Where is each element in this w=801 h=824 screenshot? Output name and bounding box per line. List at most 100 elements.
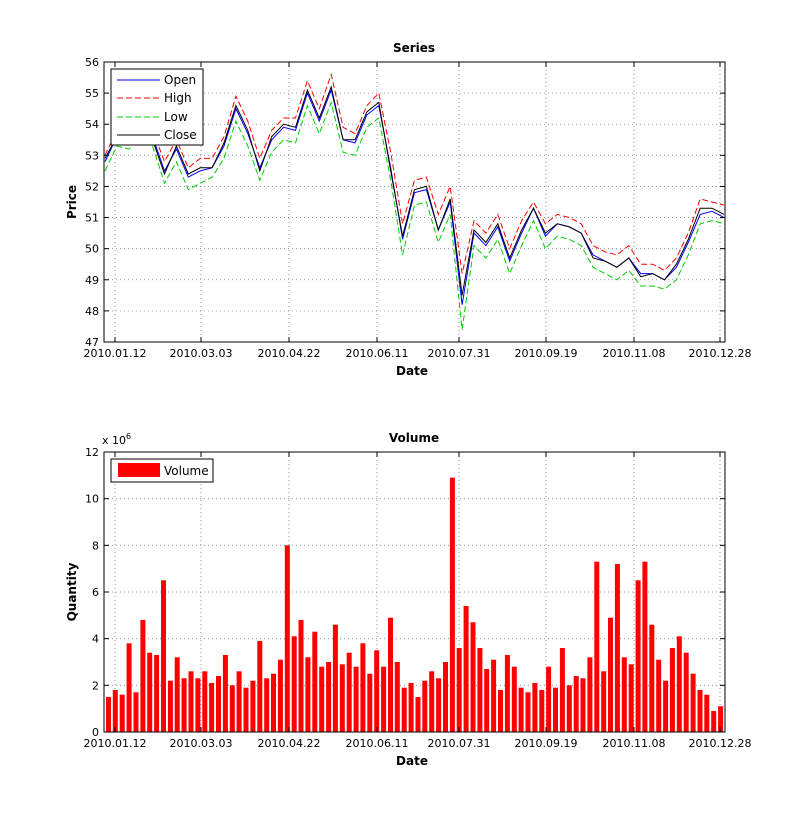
volume-bar [608, 617, 613, 732]
series-grid [104, 62, 725, 342]
x-tick-label: 2010.12.28 [689, 347, 752, 360]
volume-bar [367, 673, 373, 732]
volume-title: Volume [389, 431, 439, 445]
volume-bar [284, 545, 290, 732]
volume-bar [243, 687, 249, 732]
volume-bar [580, 678, 586, 732]
volume-bar [119, 694, 125, 732]
volume-scale-base: x 10 [102, 434, 126, 447]
legend-close-label: Close [164, 128, 197, 142]
x-tick-label: 2010.12.28 [689, 737, 752, 750]
volume-bar [491, 659, 497, 732]
x-tick-label: 2010.03.03 [170, 347, 233, 360]
volume-bar [690, 673, 696, 732]
x-tick-label: 2010.01.12 [84, 347, 147, 360]
legend-high-label: High [164, 91, 192, 105]
volume-bar [573, 676, 579, 732]
series-legend-box [110, 68, 204, 146]
y-tick-label: 56 [85, 56, 99, 69]
volume-bar [566, 685, 572, 732]
volume-bar [669, 648, 675, 732]
volume-bar [649, 624, 655, 732]
volume-bar [250, 680, 256, 732]
x-tick-label: 2010.07.31 [428, 737, 491, 750]
volume-bar [188, 671, 194, 732]
x-tick-label: 2010.06.11 [346, 737, 409, 750]
series-title: Series [393, 41, 435, 55]
volume-bar [401, 687, 407, 732]
volume-bar [140, 620, 146, 732]
volume-bar [388, 617, 393, 732]
volume-bar [305, 657, 311, 732]
volume-bar [594, 561, 600, 732]
volume-bar [718, 706, 724, 732]
volume-bar [628, 664, 634, 732]
volume-bar [106, 697, 111, 732]
y-tick-label: 49 [85, 274, 99, 287]
series-plot-area [104, 62, 725, 342]
volume-scale-factor: x 106 [102, 432, 131, 447]
volume-bar [408, 683, 414, 732]
y-tick-label: 55 [85, 87, 99, 100]
volume-bar [147, 652, 153, 732]
volume-bar [154, 655, 160, 732]
series-axes-box [103, 61, 726, 343]
legend-low-label: Low [164, 110, 188, 124]
volume-bar [216, 676, 221, 732]
y-tick-label: 8 [92, 539, 99, 552]
volume-plot: 0 2 4 6 8 10 12 2010.01.12 2010.03.03 2010.04.22… [65, 431, 751, 768]
volume-bar [614, 564, 620, 732]
y-tick-label: 48 [85, 305, 99, 318]
volume-bar [463, 606, 469, 732]
volume-bar [642, 561, 648, 732]
x-tick-label: 2010.07.31 [428, 347, 491, 360]
volume-bar [181, 678, 187, 732]
volume-bar [477, 648, 483, 732]
volume-bar [229, 685, 235, 732]
volume-bar [663, 680, 669, 732]
legend-volume-swatch [118, 463, 160, 477]
y-tick-label: 52 [85, 180, 99, 193]
y-tick-label: 50 [85, 243, 99, 256]
volume-bars [106, 477, 724, 732]
y-tick-label: 12 [85, 446, 99, 459]
volume-bar [312, 631, 318, 732]
x-tick-label: 2010.06.11 [346, 347, 409, 360]
volume-bar [222, 655, 228, 732]
volume-bar [511, 666, 517, 732]
y-tick-label: 10 [85, 493, 99, 506]
volume-y-ticks: 0 2 4 6 8 10 12 [85, 446, 725, 739]
legend-open-label: Open [164, 73, 196, 87]
volume-bar [319, 666, 325, 732]
volume-bar [112, 690, 118, 732]
volume-bar [546, 666, 552, 732]
volume-bar [532, 683, 538, 732]
y-tick-label: 54 [85, 118, 99, 131]
volume-bar [498, 690, 503, 732]
volume-bar [504, 655, 510, 732]
volume-bar [202, 671, 208, 732]
volume-bar [553, 687, 558, 732]
series-legend: Open High Low Close [110, 68, 204, 146]
x-tick-label: 2010.11.08 [603, 347, 666, 360]
volume-bar [711, 711, 717, 732]
y-tick-label: 6 [92, 586, 99, 599]
legend-volume-label: Volume [164, 464, 209, 478]
volume-bar [635, 580, 641, 732]
series-plot: 47 48 49 50 51 52 53 54 55 56 2010.01.12 2010.03.0… [65, 41, 751, 378]
volume-bar [277, 659, 283, 732]
volume-bar [621, 657, 627, 732]
volume-bar [704, 694, 710, 732]
volume-bar [436, 678, 442, 732]
volume-bar [518, 687, 524, 732]
volume-bar [559, 648, 565, 732]
volume-bar [656, 659, 662, 732]
volume-bar [449, 477, 455, 732]
volume-bar [195, 678, 201, 732]
volume-legend: Volume [110, 458, 214, 483]
volume-bar [346, 652, 352, 732]
close-line [104, 85, 725, 296]
volume-bar [133, 692, 139, 732]
y-tick-label: 47 [85, 336, 99, 349]
